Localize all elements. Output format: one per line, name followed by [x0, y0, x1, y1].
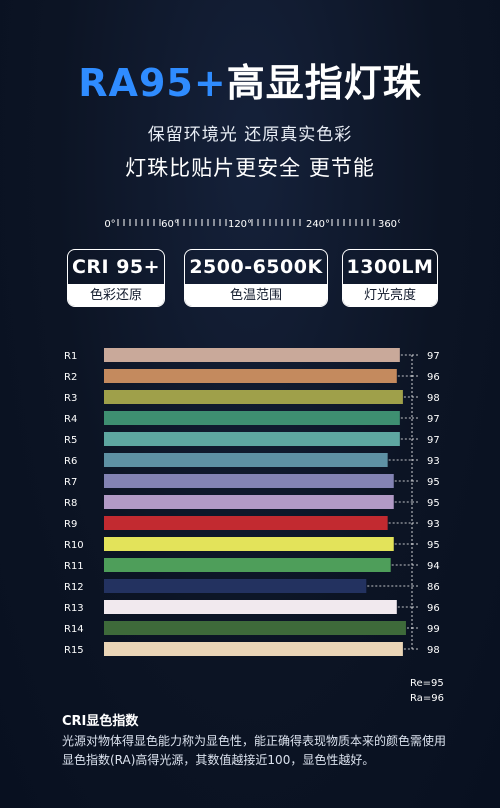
category-label: R2: [64, 372, 77, 383]
spec-card-lumen-label: 灯光亮度: [343, 284, 437, 306]
scale-label-360: 360°: [378, 219, 400, 230]
value-label: 95: [427, 540, 440, 551]
category-label: R3: [64, 393, 77, 404]
spec-card-cri: CRI 95+ 色彩还原: [67, 249, 165, 307]
category-label: R4: [64, 414, 77, 425]
bar: [104, 600, 397, 614]
category-label: R7: [64, 477, 77, 488]
spec-card-lumen-value: 1300LM: [346, 256, 434, 278]
bar: [104, 642, 403, 656]
angle-scale-ticks: [117, 219, 375, 226]
value-label: 98: [427, 393, 440, 404]
ra-summary: Re=95 Ra=96: [410, 676, 444, 706]
spec-card-cct-label: 色温范围: [185, 284, 327, 306]
cri-heading: CRI显色指数: [62, 714, 139, 729]
bar: [104, 579, 367, 593]
bar: [104, 621, 406, 635]
category-label: R5: [64, 435, 77, 446]
value-label: 99: [427, 624, 440, 635]
bar: [104, 369, 397, 383]
category-label: R9: [64, 519, 77, 530]
scale-label-60: 60°: [161, 219, 179, 230]
spec-card-cct-value: 2500-6500K: [189, 256, 323, 278]
spec-card-cri-label: 色彩还原: [68, 284, 164, 306]
value-label: 95: [427, 477, 440, 488]
subtitle-secondary: 灯珠比贴片更安全 更节能: [125, 156, 375, 180]
angle-scale: 0° 60° 120° 240° 360°: [104, 219, 400, 230]
value-label: 93: [427, 519, 440, 530]
scale-label-120: 120°: [228, 219, 252, 230]
bar: [104, 495, 394, 509]
value-label: 94: [427, 561, 440, 572]
scale-label-0: 0°: [104, 219, 115, 230]
bar: [104, 558, 391, 572]
spec-card-cct: 2500-6500K 色温范围: [184, 249, 328, 307]
category-label: R11: [64, 561, 84, 572]
category-label: R15: [64, 645, 84, 656]
bar: [104, 474, 394, 488]
bar: [104, 537, 394, 551]
spec-cards: CRI 95+ 色彩还原 2500-6500K 色温范围 1300LM 灯光亮度: [0, 249, 500, 309]
bar: [104, 411, 400, 425]
title-name: 高显指灯珠: [226, 61, 422, 105]
category-label: R12: [64, 582, 84, 593]
category-label: R13: [64, 603, 84, 614]
value-label: 96: [427, 372, 440, 383]
category-label: R6: [64, 456, 77, 467]
value-label: 98: [427, 645, 440, 656]
category-label: R14: [64, 624, 84, 635]
re-value: Re=95: [410, 678, 444, 689]
category-label: R10: [64, 540, 84, 551]
value-label: 97: [427, 435, 440, 446]
value-label: 86: [427, 582, 440, 593]
value-label: 97: [427, 414, 440, 425]
value-label: 97: [427, 351, 440, 362]
cri-description: 光源对物体得显色能力称为显色性，能正确得表现物质本来的颜色需使用显色指数(RA)…: [62, 734, 447, 767]
value-label: 93: [427, 456, 440, 467]
value-label: 96: [427, 603, 440, 614]
bar: [104, 390, 403, 404]
bar: [104, 453, 388, 467]
page-title: RA95+高显指灯珠: [0, 52, 500, 107]
category-label: R1: [64, 351, 77, 362]
category-label: R8: [64, 498, 77, 509]
spec-card-lumen: 1300LM 灯光亮度: [342, 249, 438, 307]
bar: [104, 432, 400, 446]
value-label: 95: [427, 498, 440, 509]
ra-value: Ra=96: [410, 693, 444, 704]
title-model: RA95+: [78, 61, 227, 105]
subtitle-primary: 保留环境光 还原真实色彩: [147, 125, 353, 145]
scale-label-240: 240°: [306, 219, 330, 230]
bar: [104, 516, 388, 530]
bar: [104, 348, 400, 362]
spec-card-cri-value: CRI 95+: [71, 256, 161, 278]
cri-bar-chart: R1 97 R2 96 R3 98 R4 97 R5 97 R6 93 R7 95 R8 95 R9 93 R10 9…: [64, 348, 440, 656]
